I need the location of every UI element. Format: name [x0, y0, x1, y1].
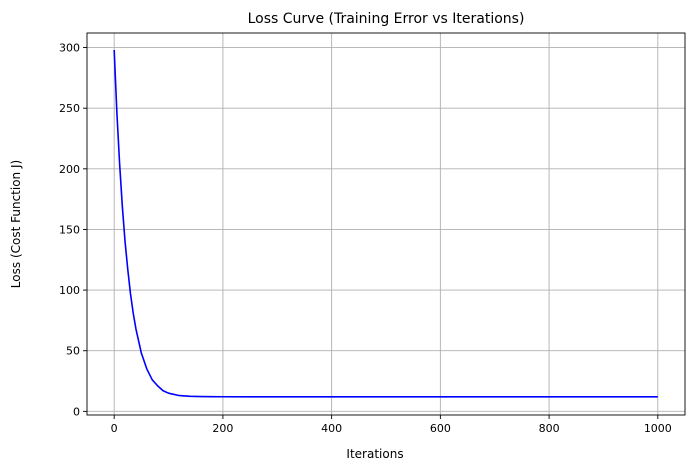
x-tick-label: 1000 [644, 422, 672, 435]
chart-title: Loss Curve (Training Error vs Iterations… [248, 11, 525, 27]
x-axis: 0 200 400 600 800 1000 [111, 415, 672, 435]
y-tick-label: 100 [59, 284, 80, 297]
x-tick-label: 600 [430, 422, 451, 435]
plot-frame [86, 32, 686, 416]
y-axis-label: Loss (Cost Function J) [9, 160, 23, 288]
y-tick-label: 300 [59, 42, 80, 55]
x-tick-label: 800 [539, 422, 560, 435]
x-axis-label: Iterations [346, 447, 403, 461]
x-tick-label: 400 [321, 422, 342, 435]
series-layer [113, 49, 658, 398]
y-axis: 0 50 100 150 200 250 300 [59, 42, 87, 418]
x-tick-label: 200 [212, 422, 233, 435]
y-tick-label: 50 [66, 345, 80, 358]
y-tick-label: 250 [59, 102, 80, 115]
y-tick-label: 0 [73, 405, 80, 418]
grid [87, 33, 685, 415]
x-tick-label: 0 [111, 422, 118, 435]
y-tick-label: 200 [59, 163, 80, 176]
loss-series-line [113, 49, 658, 398]
y-tick-label: 150 [59, 223, 80, 236]
